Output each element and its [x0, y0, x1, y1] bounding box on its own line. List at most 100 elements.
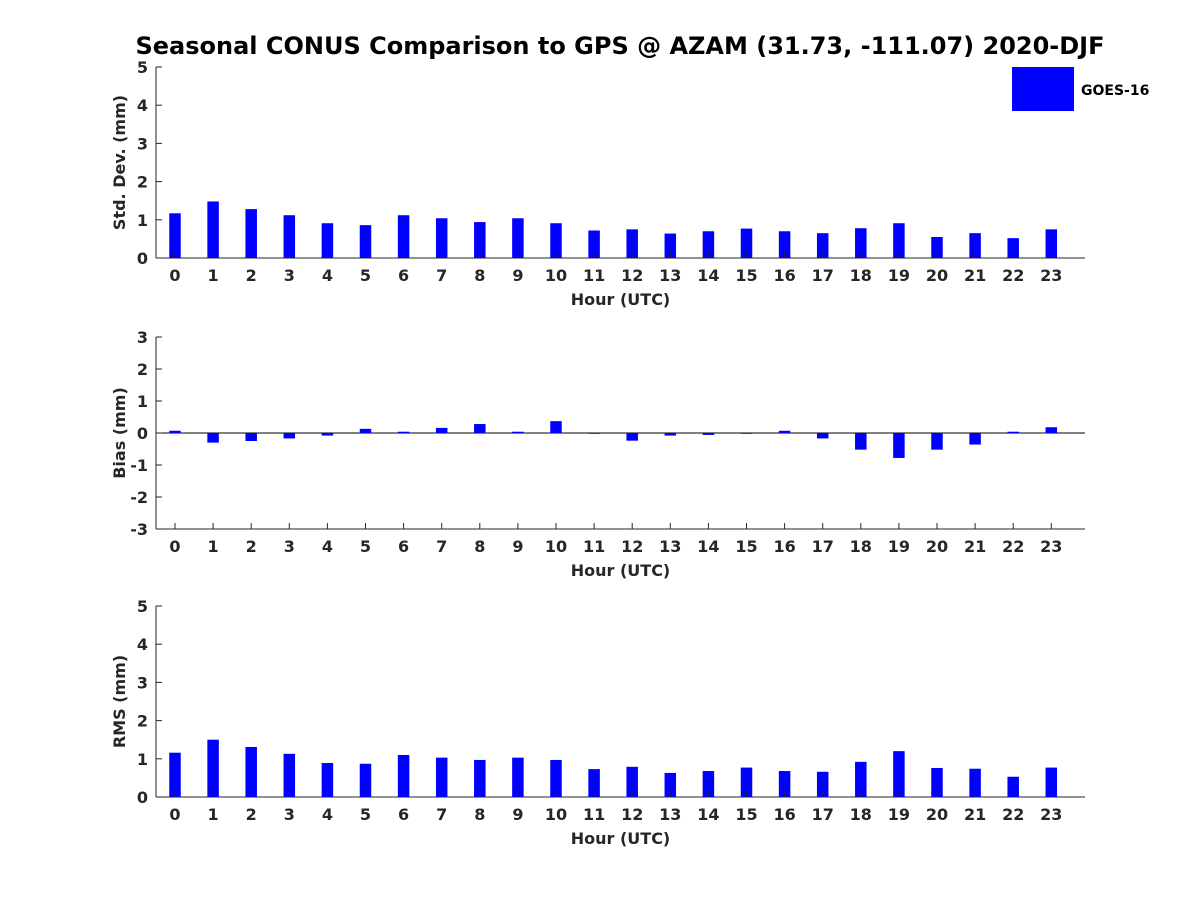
std-dev-x-tick-label: 2 [246, 266, 257, 285]
bias-bar-hour-4 [321, 433, 334, 436]
bias-bar-hour-15 [740, 433, 753, 434]
std-dev-bar-hour-1 [207, 201, 219, 258]
bias-bar-hour-17 [816, 433, 829, 439]
std-dev-y-tick-label: 3 [137, 134, 148, 153]
rms-bar-hour-19 [893, 751, 905, 797]
rms-x-tick-label: 3 [284, 805, 295, 824]
std-dev-x-tick-label: 0 [169, 266, 180, 285]
rms-x-tick-label: 2 [246, 805, 257, 824]
std-dev-bar-hour-9 [512, 218, 524, 258]
bias-x-tick-label: 2 [246, 537, 257, 556]
bias-bar-hour-22 [1007, 431, 1019, 433]
rms-x-tick-label: 19 [888, 805, 910, 824]
rms-x-tick-label: 20 [926, 805, 948, 824]
rms-x-tick-label: 17 [812, 805, 834, 824]
bias-bar-hour-3 [283, 433, 296, 439]
std-dev-x-axis-label: Hour (UTC) [571, 290, 671, 309]
rms-x-tick-label: 0 [169, 805, 180, 824]
rms-y-tick-label: 4 [137, 635, 148, 654]
rms-bar-hour-7 [435, 757, 448, 797]
bias-x-tick-label: 19 [888, 537, 910, 556]
bias-x-axis-label: Hour (UTC) [571, 561, 671, 580]
std-dev-x-tick-label: 3 [284, 266, 295, 285]
bias-y-tick-label: 2 [137, 360, 148, 379]
rms-x-tick-label: 16 [773, 805, 795, 824]
rms-bar-hour-0 [169, 752, 181, 797]
bias-x-tick-label: 1 [208, 537, 219, 556]
bias-bar-hour-18 [855, 433, 867, 450]
rms-bar-hour-8 [474, 759, 486, 797]
legend-label-goes-16: GOES-16 [1081, 83, 1149, 99]
bias-bar-hour-5 [359, 428, 372, 433]
rms-x-tick-label: 12 [621, 805, 643, 824]
std-dev-x-tick-label: 13 [659, 266, 681, 285]
rms-y-tick-label: 2 [137, 712, 148, 731]
rms-bar-hour-9 [512, 757, 524, 797]
bias-bar-hour-1 [207, 433, 219, 443]
bias-x-tick-label: 15 [735, 537, 757, 556]
std-dev-x-tick-label: 6 [398, 266, 409, 285]
bias-y-tick-label: -3 [130, 520, 148, 539]
std-dev-x-tick-label: 4 [322, 266, 333, 285]
bias-bar-hour-16 [778, 430, 791, 433]
std-dev-bar-hour-7 [435, 218, 448, 258]
bias-x-tick-label: 9 [512, 537, 523, 556]
rms-x-tick-label: 5 [360, 805, 371, 824]
std-dev-x-tick-label: 23 [1040, 266, 1062, 285]
rms-x-tick-label: 9 [512, 805, 523, 824]
std-dev-x-tick-label: 19 [888, 266, 910, 285]
std-dev-bar-hour-14 [702, 231, 715, 258]
bias-x-tick-label: 22 [1002, 537, 1024, 556]
std-dev-bar-hour-18 [855, 228, 867, 258]
bias-bar-hour-8 [474, 424, 486, 433]
bias-bar-hour-0 [169, 430, 181, 433]
std-dev-x-tick-label: 10 [545, 266, 567, 285]
rms-bar-hour-18 [855, 761, 867, 797]
std-dev-x-tick-label: 14 [697, 266, 719, 285]
std-dev-bar-hour-15 [740, 228, 753, 258]
std-dev-x-tick-label: 20 [926, 266, 948, 285]
std-dev-bar-hour-17 [816, 233, 829, 258]
bias-bar-hour-6 [397, 431, 410, 433]
bias-y-tick-label: -1 [130, 456, 148, 475]
std-dev-x-tick-label: 7 [436, 266, 447, 285]
bias-y-tick-label: 3 [137, 328, 148, 347]
std-dev-bar-hour-20 [931, 236, 943, 258]
bias-x-tick-label: 18 [850, 537, 872, 556]
rms-bar-hour-22 [1007, 776, 1019, 797]
legend-swatch-goes-16 [1012, 67, 1074, 111]
std-dev-x-tick-label: 22 [1002, 266, 1024, 285]
bias-bar-hour-9 [512, 431, 524, 433]
std-dev-bar-hour-8 [474, 222, 486, 258]
rms-x-tick-label: 6 [398, 805, 409, 824]
bias-x-tick-label: 13 [659, 537, 681, 556]
bias-x-tick-label: 7 [436, 537, 447, 556]
std-dev-x-tick-label: 17 [812, 266, 834, 285]
rms-bar-hour-23 [1045, 767, 1058, 797]
std-dev-bar-hour-6 [397, 215, 410, 258]
bias-x-tick-label: 14 [697, 537, 719, 556]
std-dev-x-tick-label: 1 [208, 266, 219, 285]
rms-bar-hour-6 [397, 754, 410, 797]
bias-x-tick-label: 0 [169, 537, 180, 556]
rms-x-tick-label: 22 [1002, 805, 1024, 824]
rms-y-tick-label: 5 [137, 597, 148, 616]
rms-bar-hour-21 [969, 768, 981, 797]
figure-title: Seasonal CONUS Comparison to GPS @ AZAM … [135, 32, 1104, 60]
rms-x-tick-label: 21 [964, 805, 986, 824]
std-dev-bar-hour-3 [283, 215, 296, 258]
bias-y-axis-label: Bias (mm) [110, 387, 129, 479]
std-dev-x-tick-label: 16 [773, 266, 795, 285]
std-dev-bar-hour-11 [588, 230, 600, 258]
std-dev-bar-hour-10 [550, 223, 562, 258]
std-dev-y-tick-label: 1 [137, 211, 148, 230]
std-dev-y-tick-label: 0 [137, 249, 148, 268]
bias-x-tick-label: 20 [926, 537, 948, 556]
bias-y-tick-label: 0 [137, 424, 148, 443]
bias-x-tick-label: 23 [1040, 537, 1062, 556]
bias-x-tick-label: 16 [773, 537, 795, 556]
rms-x-tick-label: 4 [322, 805, 333, 824]
